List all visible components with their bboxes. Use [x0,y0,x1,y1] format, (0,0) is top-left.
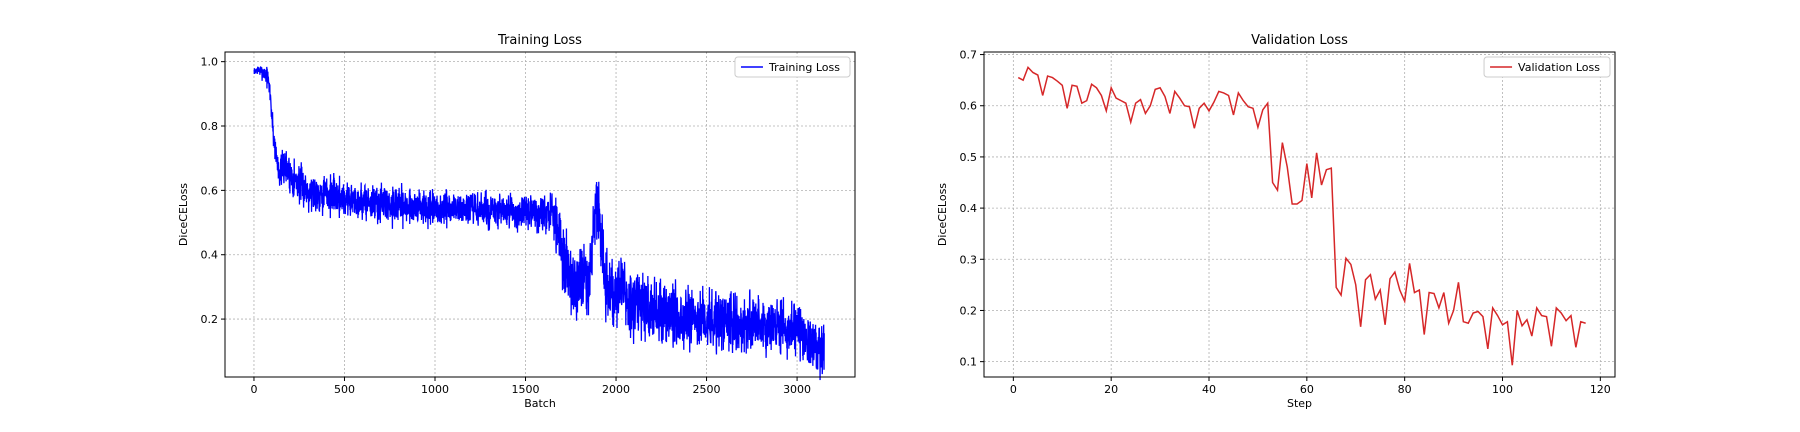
x-tick-label: 0 [250,383,257,396]
y-axis-ticks: 0.1 0.2 0.3 0.4 0.5 0.6 0.7 [960,49,984,369]
validation-loss-line [1017,65,1586,366]
y-tick-label: 0.3 [960,253,978,266]
y-tick-label: 0.4 [201,249,219,262]
y-tick-label: 0.2 [960,304,978,317]
y-tick-label: 0.6 [960,100,978,113]
x-tick-label: 500 [334,383,355,396]
x-tick-label: 80 [1398,383,1412,396]
y-tick-label: 0.2 [201,313,219,326]
y-axis-ticks: 0.2 0.4 0.6 0.8 1.0 [201,56,225,326]
y-axis-label: DiceCELoss [936,183,949,246]
x-axis-label: Batch [524,397,556,410]
x-tick-label: 100 [1492,383,1513,396]
y-tick-label: 0.5 [960,151,978,164]
x-tick-label: 2500 [693,383,721,396]
y-tick-label: 0.8 [201,120,219,133]
training-loss-line [253,66,825,381]
legend: Validation Loss [1483,56,1611,78]
x-tick-label: 1500 [512,383,540,396]
x-tick-label: 3000 [783,383,811,396]
y-tick-label: 0.1 [960,356,978,369]
x-tick-label: 40 [1202,383,1216,396]
x-tick-label: 1000 [421,383,449,396]
chart-title: Training Loss [497,33,582,48]
x-tick-label: 0 [1010,383,1017,396]
y-tick-label: 0.7 [960,49,978,62]
x-tick-label: 20 [1104,383,1118,396]
y-tick-label: 0.4 [960,202,978,215]
plot-frame [224,51,856,378]
y-tick-label: 1.0 [201,56,219,69]
legend-box [1483,56,1611,78]
legend: Training Loss [734,56,851,78]
x-axis-ticks: 0 20 40 60 80 100 120 [1010,377,1611,396]
chart-title: Validation Loss [1251,33,1348,48]
legend-label: Training Loss [768,61,840,74]
legend-label: Validation Loss [1518,61,1600,74]
legend-box [734,56,851,78]
y-axis-label: DiceCELoss [177,183,190,246]
validation-loss-chart: 0 20 40 60 80 100 120 0.1 0.2 0.3 0.4 0.5 0.6 0.7 Va… [936,33,1616,410]
x-tick-label: 60 [1300,383,1314,396]
y-tick-label: 0.6 [201,184,219,197]
grid [984,52,1615,377]
plot-frame [983,51,1616,378]
x-axis-label: Step [1287,397,1312,410]
training-loss-chart: 0 500 1000 1500 2000 2500 3000 0.2 0.4 0.6 0.8 1.0… [177,33,856,410]
x-axis-ticks: 0 500 1000 1500 2000 2500 3000 [250,377,811,396]
x-tick-label: 120 [1590,383,1611,396]
x-tick-label: 2000 [602,383,630,396]
